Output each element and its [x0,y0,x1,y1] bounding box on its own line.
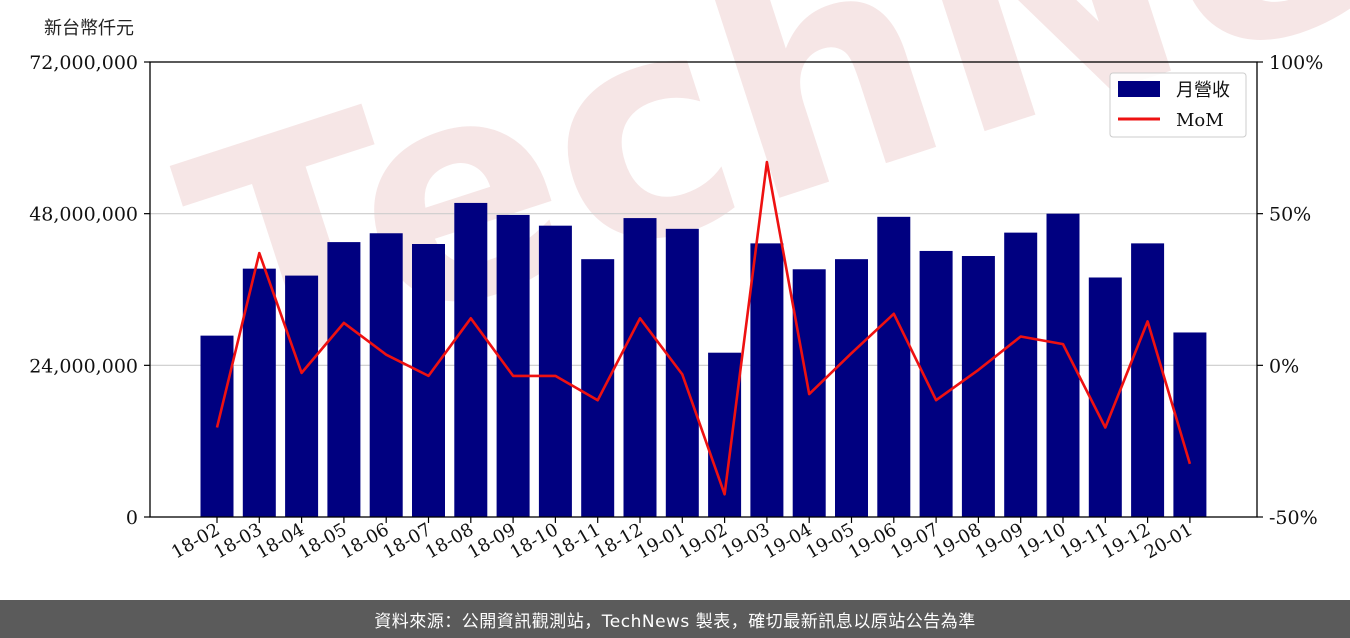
right-tick-label: 100% [1269,52,1323,74]
bar-18-04 [285,275,319,517]
x-tick-label-20-01: 20-01 [1141,519,1196,563]
y-axis-unit-label: 新台幣仟元 [44,18,134,39]
legend-swatch-revenue [1118,81,1160,97]
bar-18-11 [581,259,615,517]
bar-18-03 [242,268,276,517]
bar-18-10 [538,225,572,517]
left-tick-label: 24,000,000 [29,355,138,377]
right-tick-label: 0% [1269,355,1299,377]
bar-19-07 [919,250,953,517]
bar-18-09 [496,214,530,518]
legend-label-mom: MoM [1176,110,1224,131]
right-tick-label: 50% [1269,204,1311,226]
source-footer: 資料來源：公開資訊觀測站，TechNews 製表，確切最新訊息以原站公告為準 [0,600,1350,638]
bar-19-03 [750,243,784,518]
left-tick-label: 0 [126,507,138,529]
bar-19-08 [961,256,995,517]
plot-frame [149,61,1258,518]
bar-18-07 [412,244,445,517]
bar-18-05 [327,242,361,517]
bar-19-05 [835,259,868,517]
right-tick-label: -50% [1269,507,1318,529]
left-tick-label: 48,000,000 [29,204,138,226]
legend-label-revenue: 月營收 [1176,80,1230,101]
bar-18-12 [623,218,657,517]
left-tick-label: 72,000,000 [29,52,138,74]
bar-19-09 [1004,232,1038,517]
bar-19-12 [1131,243,1165,518]
mom-line [215,160,1192,496]
bar-18-08 [454,202,488,517]
bar-18-06 [369,233,403,517]
bar-19-06 [877,216,911,517]
revenue-chart: 0 24,000,000 48,000,000 72,000,000 -50% 0% 50%… [29,52,1323,563]
